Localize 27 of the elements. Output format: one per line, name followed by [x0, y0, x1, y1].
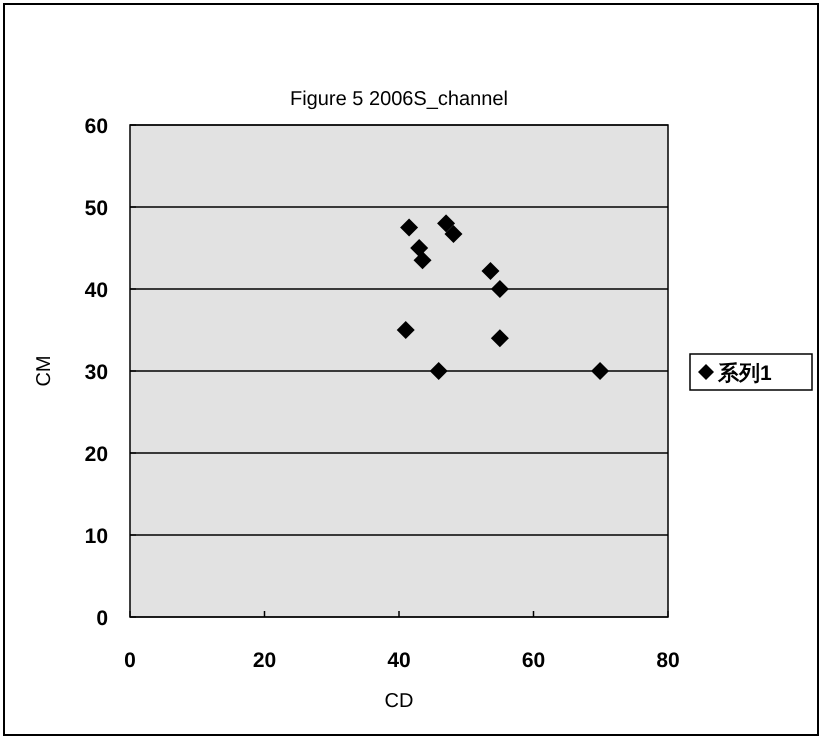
y-axis-title: CM [33, 355, 55, 387]
y-tick-label: 30 [84, 361, 108, 384]
point [490, 280, 509, 298]
point [400, 218, 418, 236]
point [396, 321, 415, 339]
x-tick-label: 20 [252, 649, 276, 672]
y-tick-label: 10 [84, 525, 108, 548]
y-tick-label: 60 [84, 115, 108, 138]
x-tick-label: 80 [656, 649, 680, 672]
x-tick-label: 60 [522, 649, 546, 672]
point [414, 251, 432, 270]
point [490, 329, 509, 348]
x-tick-label: 0 [124, 649, 136, 672]
legend-label: 系列1 [717, 362, 772, 385]
chart-title: Figure 5 2006S_channel [290, 88, 508, 110]
y-tick-label: 40 [84, 279, 108, 302]
x-tick-label: 40 [387, 649, 411, 672]
y-tick-label: 0 [96, 607, 108, 630]
y-tick-label: 20 [84, 443, 108, 466]
point [444, 225, 462, 244]
point [591, 362, 610, 380]
point [481, 262, 500, 280]
y-tick-label: 50 [84, 197, 108, 220]
x-axis-title: CD [384, 690, 414, 712]
point [437, 214, 456, 232]
point [430, 362, 448, 380]
point [410, 239, 428, 257]
